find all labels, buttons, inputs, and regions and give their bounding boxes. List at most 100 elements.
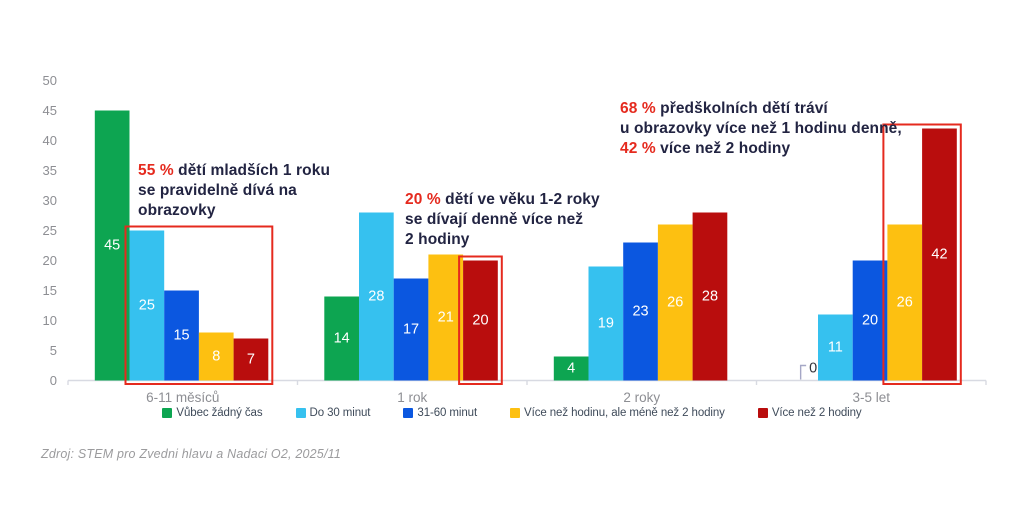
annotation-preschool: 68 % předškolních dětí tráví u obrazovky … — [620, 99, 902, 158]
bar — [887, 224, 923, 381]
bar-value-label: 20 — [862, 313, 878, 329]
bar — [129, 230, 165, 381]
y-axis-tick-label: 25 — [43, 223, 57, 238]
bar — [359, 212, 394, 381]
y-axis-tick-label: 40 — [43, 133, 57, 148]
bar — [818, 314, 853, 381]
bar-value-label: 20 — [472, 313, 488, 329]
bar-value-label: 42 — [931, 247, 947, 263]
bar — [428, 254, 464, 381]
bar — [198, 332, 234, 381]
highlight-box — [458, 255, 503, 385]
legend-item: Více než 2 hodiny — [757, 407, 862, 419]
bar-value-label: 7 — [247, 352, 255, 368]
bar — [94, 110, 130, 381]
annotation-line: u obrazovky více než 1 hodinu denně, — [620, 119, 902, 139]
annotation-text: více než 2 hodiny — [655, 139, 791, 157]
x-axis-category-label: 3-5 let — [852, 390, 890, 405]
legend-label: Vůbec žádný čas — [176, 407, 263, 419]
annotation-line: obrazovky — [138, 201, 330, 221]
annotation-percent: 55 % — [138, 162, 174, 179]
legend-label: Více než hodinu, ale méně než 2 hodiny — [524, 407, 725, 419]
legend-swatch-icon — [403, 408, 414, 418]
bar-value-label: 28 — [368, 289, 384, 305]
bar-value-label: 26 — [667, 295, 683, 311]
legend-item: 31-60 minut — [403, 407, 477, 419]
bar — [692, 212, 728, 381]
annotation-text: dětí mladších 1 roku — [173, 162, 331, 179]
bar — [588, 266, 624, 381]
legend-label: 31-60 minut — [417, 407, 478, 419]
legend-swatch-icon — [162, 408, 173, 418]
legend-swatch-icon — [757, 408, 768, 418]
bar — [393, 278, 429, 381]
annotation-percent: 68 % — [620, 100, 656, 117]
bar — [324, 296, 359, 381]
bar — [463, 260, 498, 381]
bar-value-label: 28 — [702, 289, 718, 305]
annotation-line: 20 % dětí ve věku 1-2 roky — [405, 190, 600, 210]
x-axis-category-label: 1 rok — [397, 390, 427, 405]
source-note: Zdroj: STEM pro Zvedni hlavu a Nadaci O2… — [41, 447, 341, 461]
zero-bar-marker — [799, 364, 807, 380]
bar — [852, 260, 888, 381]
y-axis-tick-label: 15 — [43, 283, 57, 298]
annotation-text: se dívají denně více než — [405, 210, 584, 228]
annotation-line: 55 % dětí mladších 1 roku — [138, 161, 330, 181]
bar-value-label: 25 — [139, 298, 155, 314]
bar-value-label: 8 — [212, 349, 220, 365]
y-axis-tick-label: 10 — [43, 313, 57, 328]
bar-value-label: 14 — [334, 331, 350, 347]
bar — [657, 224, 693, 381]
bar-value-label: 23 — [632, 304, 648, 320]
bar-value-label: 11 — [828, 340, 843, 356]
annotation-text: dětí ve věku 1-2 roky — [440, 191, 600, 208]
highlight-box — [124, 225, 274, 385]
legend-swatch-icon — [510, 408, 521, 418]
annotation-text: předškolních dětí tráví — [655, 100, 828, 117]
bar — [553, 356, 589, 381]
annotation-line: 42 % více než 2 hodiny — [620, 139, 902, 159]
y-axis-tick-label: 35 — [43, 163, 57, 178]
x-axis-category-label: 6-11 měsíců — [146, 390, 219, 405]
bar-value-label: 26 — [897, 295, 913, 311]
bar-value-label: 4 — [567, 361, 575, 377]
annotation-line: 68 % předškolních dětí tráví — [620, 99, 902, 119]
annotation-line: se dívají denně více než — [405, 210, 600, 230]
bar-value-label: 17 — [403, 322, 419, 338]
bar-value-label: 19 — [598, 316, 614, 332]
legend-item: Do 30 minut — [295, 407, 371, 419]
annotation-text: se pravidelně dívá na — [138, 181, 297, 199]
bar-value-label: 21 — [438, 310, 454, 326]
y-axis-tick-label: 50 — [43, 73, 57, 88]
annotation-line: se pravidelně dívá na — [138, 181, 330, 201]
annotation-under-1-year: 55 % dětí mladších 1 roku se pravidelně d… — [138, 161, 330, 220]
x-axis-category-label: 2 roky — [623, 390, 660, 405]
annotation-text: u obrazovky více než 1 hodinu denně, — [620, 119, 902, 137]
y-axis-tick-label: 5 — [50, 343, 57, 358]
bar — [922, 128, 957, 381]
annotation-line: 2 hodiny — [405, 230, 600, 250]
y-axis-tick-label: 45 — [43, 103, 57, 118]
legend-label: Více než 2 hodiny — [771, 407, 862, 419]
bar-value-label: 15 — [173, 328, 189, 344]
y-axis-tick-label: 30 — [43, 193, 57, 208]
legend-item: Vůbec žádný čas — [162, 407, 263, 419]
annotation-percent: 42 % — [620, 139, 656, 157]
chart-legend: Vůbec žádný čas Do 30 minut 31-60 minut Víc… — [0, 407, 1024, 419]
bar — [233, 338, 269, 381]
annotation-text: 2 hodiny — [405, 230, 470, 248]
annotation-age-1-2: 20 % dětí ve věku 1-2 roky se dívají denn… — [405, 190, 600, 249]
highlight-box — [882, 123, 962, 385]
bar — [164, 290, 199, 381]
legend-item: Více než hodinu, ale méně než 2 hodiny — [510, 407, 725, 419]
y-axis-tick-label: 0 — [50, 373, 57, 388]
bar-value-label: 45 — [104, 238, 120, 254]
annotation-percent: 20 % — [405, 191, 441, 208]
legend-label: Do 30 minut — [309, 407, 371, 419]
legend-swatch-icon — [295, 408, 306, 418]
bar-value-label: 0 — [809, 361, 817, 377]
y-axis-tick-label: 20 — [43, 253, 57, 268]
